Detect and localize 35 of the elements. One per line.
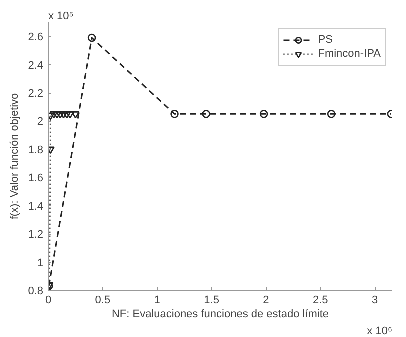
y-tick-label: 0.8 bbox=[28, 286, 44, 298]
text: x 10⁶ bbox=[367, 326, 393, 337]
y-tick-label: 1.2 bbox=[28, 229, 44, 242]
point bbox=[260, 110, 268, 118]
y-tick-label: 1 bbox=[37, 257, 44, 270]
x-tick-label: 2.5 bbox=[313, 294, 328, 306]
x-tick-label: 0.5 bbox=[95, 294, 111, 306]
point bbox=[66, 112, 74, 119]
y-tick-label: 1.8 bbox=[28, 144, 44, 156]
y-tick-label: 1.4 bbox=[28, 200, 44, 213]
x-tick-label: 3 bbox=[372, 294, 378, 306]
point bbox=[50, 112, 58, 119]
point bbox=[62, 112, 72, 119]
point bbox=[202, 110, 210, 118]
point bbox=[327, 110, 336, 118]
x-tick-label: 0 bbox=[45, 294, 52, 306]
point bbox=[170, 110, 179, 118]
x-tick-label: 2 bbox=[263, 294, 270, 306]
y-tick-label: 1.6 bbox=[28, 172, 44, 185]
x-axis-title: NF: Evaluaciones funciones de estado límite bbox=[112, 308, 330, 320]
annotation: x 10⁵ bbox=[48, 10, 74, 22]
point bbox=[60, 112, 68, 119]
legend-label: PS bbox=[318, 33, 334, 47]
y-axis-title: f(x): Valor función objetivo bbox=[9, 93, 22, 220]
point bbox=[88, 34, 96, 42]
y-tick-label: 2.4 bbox=[28, 60, 44, 72]
point bbox=[56, 112, 65, 119]
y-tick-label: 2.6 bbox=[28, 32, 44, 44]
y-tick-label: 2 bbox=[37, 116, 44, 128]
legend-label: Fmincon-IPA bbox=[318, 47, 381, 61]
point bbox=[53, 112, 62, 119]
x-tick-label: 1.5 bbox=[204, 294, 220, 306]
point bbox=[72, 112, 80, 119]
x-tick-label: 1 bbox=[154, 294, 160, 306]
y-tick-label: 2.2 bbox=[28, 88, 44, 100]
